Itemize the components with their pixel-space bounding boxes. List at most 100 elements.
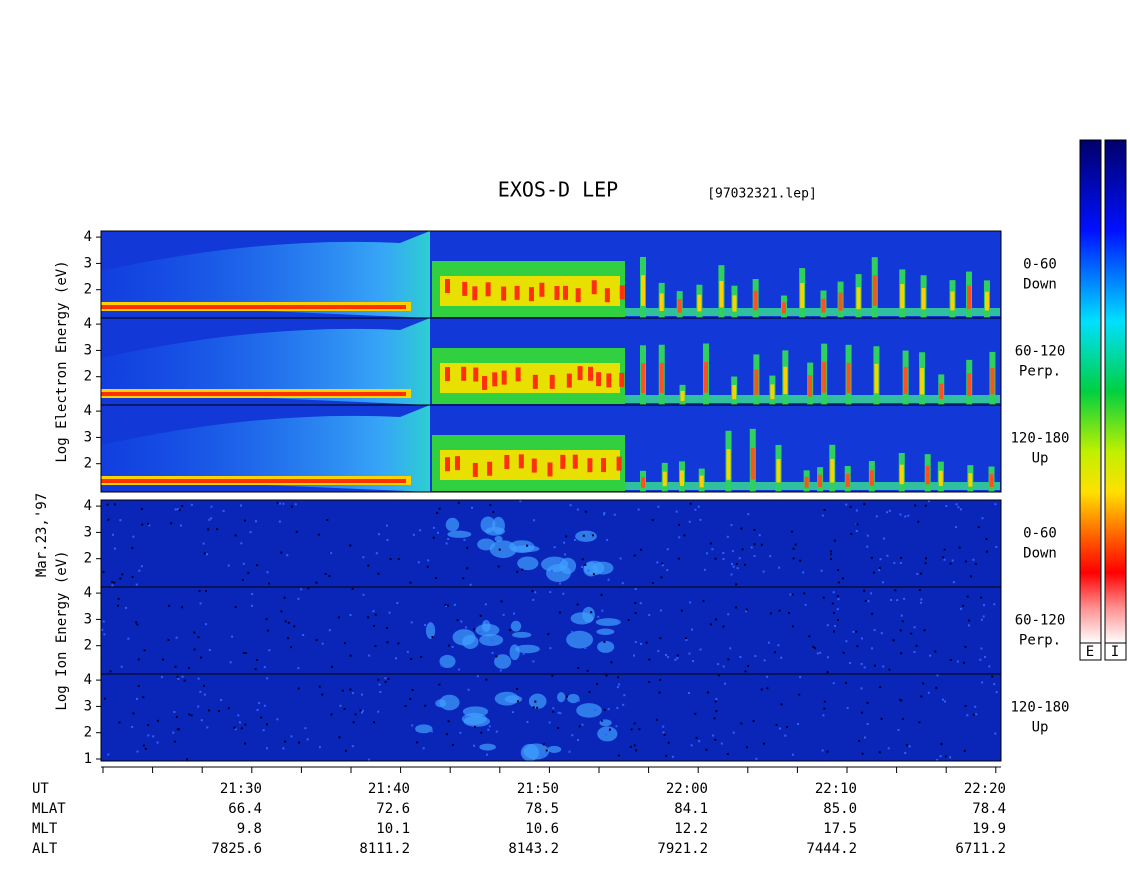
noise-dot: [586, 669, 589, 672]
noise-dot: [290, 735, 293, 738]
spectrogram-spot: [549, 374, 555, 389]
noise-dot: [773, 651, 776, 654]
spectrogram-spike: [641, 363, 645, 394]
spectrogram-spike: [874, 363, 879, 394]
noise-dot: [837, 569, 840, 572]
row-value: 17.5: [823, 821, 857, 837]
noise-dot: [160, 676, 163, 679]
y-tick-label: 2: [84, 282, 92, 298]
noise-dot: [863, 589, 866, 592]
row-value: 8143.2: [508, 841, 559, 857]
noise-dot: [956, 660, 959, 663]
noise-dot: [740, 722, 743, 725]
noise-dot: [203, 552, 206, 555]
spectrogram-spot: [515, 367, 521, 382]
noise-dot: [233, 726, 236, 729]
spectrogram-spot: [587, 458, 593, 473]
noise-dot: [551, 674, 554, 677]
noise-dot: [657, 505, 660, 508]
noise-dot: [250, 604, 253, 607]
direction-label: Up: [1032, 451, 1049, 467]
spectrogram-spot: [597, 726, 618, 742]
noise-dot: [924, 557, 927, 560]
spectrogram-spike: [830, 458, 835, 483]
noise-dot: [267, 582, 270, 585]
spectrogram-spot: [485, 526, 505, 536]
spectrogram-spike: [821, 298, 826, 313]
noise-dot: [473, 744, 476, 747]
noise-dot: [659, 678, 662, 681]
noise-dot: [958, 546, 961, 549]
noise-dot: [451, 743, 454, 746]
noise-dot: [601, 719, 604, 722]
noise-dot: [244, 652, 247, 655]
noise-dot: [456, 619, 459, 622]
spectrogram-spot: [576, 703, 602, 718]
noise-dot: [714, 700, 717, 703]
noise-dot: [101, 628, 104, 631]
noise-dot: [622, 703, 625, 706]
date-label: Mar.23,'97: [34, 493, 50, 577]
noise-dot: [466, 546, 469, 549]
noise-dot: [262, 729, 265, 732]
noise-dot: [337, 616, 340, 619]
noise-dot: [176, 675, 179, 678]
noise-dot: [460, 620, 463, 623]
colorbar-label: I: [1111, 644, 1119, 660]
noise-dot: [351, 745, 354, 748]
noise-dot: [915, 644, 918, 647]
noise-dot: [905, 744, 908, 747]
spectrogram-spike: [872, 275, 877, 306]
noise-dot: [882, 537, 885, 540]
direction-label: Perp.: [1019, 633, 1061, 649]
y-tick-label: 4: [84, 498, 92, 514]
noise-dot: [349, 688, 352, 691]
spectrogram-spike: [804, 476, 809, 488]
noise-dot: [563, 541, 566, 544]
noise-dot: [251, 593, 254, 596]
noise-dot: [287, 637, 290, 640]
noise-dot: [584, 646, 587, 649]
pitch-label: 0-60: [1023, 526, 1057, 542]
noise-dot: [181, 606, 184, 609]
noise-dot: [639, 602, 642, 605]
noise-dot: [530, 543, 533, 546]
noise-dot: [880, 717, 883, 720]
noise-dot: [814, 647, 817, 650]
noise-dot: [207, 528, 210, 531]
noise-dot: [467, 688, 470, 691]
spectrogram-spike: [679, 470, 684, 486]
spectrogram-spot: [528, 287, 534, 302]
noise-dot: [897, 728, 900, 731]
noise-dot: [634, 587, 637, 590]
spectrogram-spike: [939, 383, 944, 399]
spectrogram-spot: [583, 562, 599, 577]
noise-dot: [502, 613, 505, 616]
noise-dot: [603, 513, 606, 516]
noise-dot: [689, 502, 692, 505]
noise-dot: [559, 582, 562, 585]
spectrogram-spot: [439, 694, 460, 711]
spectrogram-haze: [101, 231, 430, 318]
noise-dot: [889, 598, 892, 601]
noise-dot: [256, 708, 259, 711]
noise-dot: [945, 505, 948, 508]
noise-dot: [386, 539, 389, 542]
noise-dot: [758, 534, 761, 537]
noise-dot: [878, 751, 881, 754]
noise-dot: [731, 550, 734, 553]
noise-dot: [416, 741, 419, 744]
noise-dot: [712, 734, 715, 737]
noise-dot: [822, 714, 825, 717]
noise-dot: [315, 639, 318, 642]
noise-dot: [485, 678, 488, 681]
row-value: 85.0: [823, 801, 857, 817]
noise-dot: [367, 616, 370, 619]
y-tick-label: 4: [84, 229, 92, 245]
spectrogram-spot: [445, 517, 460, 532]
spectrogram-spike: [900, 283, 905, 309]
noise-dot: [601, 609, 604, 612]
noise-dot: [513, 612, 516, 615]
noise-dot: [283, 596, 286, 599]
noise-dot: [935, 686, 938, 689]
